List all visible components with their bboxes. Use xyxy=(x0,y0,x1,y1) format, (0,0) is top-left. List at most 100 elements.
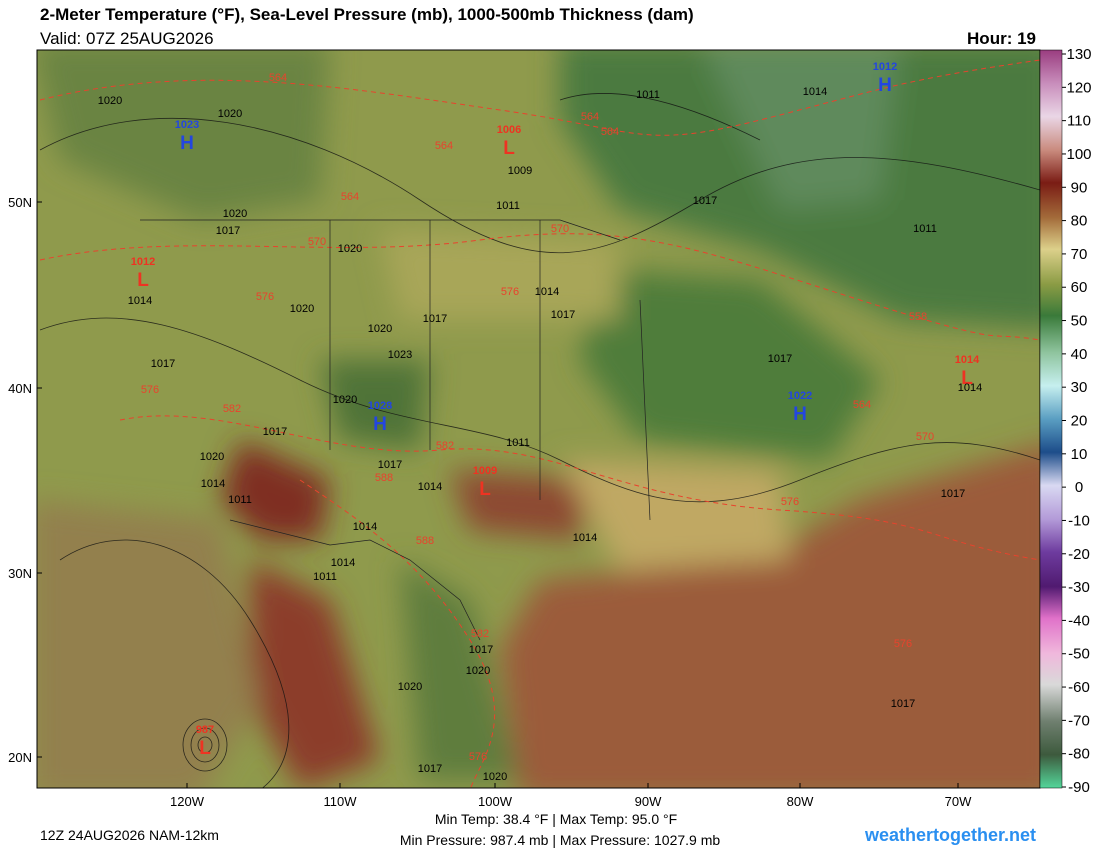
pressure-center-value: 1012 xyxy=(873,61,897,73)
thickness-label: 558 xyxy=(909,311,927,323)
pressure-center-value: 1009 xyxy=(473,465,497,477)
colorbar-label: 30 xyxy=(1071,379,1088,396)
isobar-label: 1020 xyxy=(398,681,422,693)
colorbar-label: -70 xyxy=(1068,712,1090,729)
isobar-label: 1011 xyxy=(228,494,252,506)
isobar-label: 1017 xyxy=(423,313,447,325)
colorbar-label: 130 xyxy=(1066,46,1091,63)
thickness-label: 576 xyxy=(141,384,159,396)
latitude-label: 20N xyxy=(8,750,32,765)
isobar-label: 1011 xyxy=(913,223,937,235)
colorbar-label: 70 xyxy=(1071,246,1088,263)
colorbar-label: 110 xyxy=(1067,113,1091,130)
pressure-center-letter: L xyxy=(479,479,491,500)
pressure-center-letter: L xyxy=(199,738,211,759)
valid-time: Valid: 07Z 25AUG2026 xyxy=(40,29,214,48)
thickness-label: 564 xyxy=(853,399,871,411)
pressure-center-letter: H xyxy=(793,404,807,425)
isobar-label: 1017 xyxy=(768,353,792,365)
pressure-center-value: 1022 xyxy=(788,390,812,402)
latitude-label: 40N xyxy=(8,381,32,396)
colorbar-label: 100 xyxy=(1066,146,1091,163)
colorbar-label: 120 xyxy=(1066,79,1091,96)
latitude-label: 50N xyxy=(8,195,32,210)
borders xyxy=(140,219,651,641)
isobar-label: 1009 xyxy=(508,165,532,177)
thickness-label: 582 xyxy=(223,403,241,415)
isobar-label: 1017 xyxy=(151,358,175,370)
thickness-label: 564 xyxy=(269,72,287,84)
map-title: 2-Meter Temperature (°F), Sea-Level Pres… xyxy=(40,5,694,24)
colorbar-label: 80 xyxy=(1071,213,1088,230)
isobar-label: 1014 xyxy=(331,557,355,569)
thickness-label: 588 xyxy=(375,472,393,484)
colorbar-label: 90 xyxy=(1071,179,1088,196)
isobar-label: 1017 xyxy=(216,225,240,237)
colorbar-label: -50 xyxy=(1068,646,1090,663)
isobar-label: 1017 xyxy=(418,763,442,775)
pressure-center-letter: H xyxy=(878,75,892,96)
colorbar-label: 40 xyxy=(1071,346,1088,363)
isobar-label: 1017 xyxy=(469,644,493,656)
model-run: 12Z 24AUG2026 NAM-12km xyxy=(40,827,219,843)
pressure-center-value: 1023 xyxy=(175,119,199,131)
thickness-label: 564 xyxy=(435,140,453,152)
isobar-label: 1020 xyxy=(338,243,362,255)
latitude-label: 30N xyxy=(8,566,32,581)
isobar-label: 1020 xyxy=(333,394,357,406)
colorbar-label: -10 xyxy=(1068,512,1090,529)
colorbar-label: 10 xyxy=(1071,446,1088,463)
isobar-label: 1011 xyxy=(313,571,337,583)
pressure-center-letter: H xyxy=(373,414,387,435)
colorbar-label: 60 xyxy=(1071,279,1088,296)
isobar-label: 1020 xyxy=(218,108,242,120)
thickness-label: 582 xyxy=(471,628,489,640)
isobar-label: 1014 xyxy=(201,478,225,490)
pressure-center-value: 987 xyxy=(196,724,214,736)
temp-range: Min Temp: 38.4 °F | Max Temp: 95.0 °F xyxy=(435,811,677,827)
isobar-label: 1017 xyxy=(693,195,717,207)
pressure-center-letter: L xyxy=(503,138,515,159)
isobar-label: 1017 xyxy=(941,488,965,500)
isobar-label: 1011 xyxy=(636,89,660,101)
pressure-center-letter: L xyxy=(137,270,149,291)
isobar-label: 1020 xyxy=(98,95,122,107)
thickness-label: 570 xyxy=(916,431,934,443)
isobar-label: 1020 xyxy=(483,771,507,783)
thickness-label: 576 xyxy=(256,291,274,303)
colorbar-label: -90 xyxy=(1068,779,1090,796)
thickness-label: 564 xyxy=(581,111,599,123)
isobars xyxy=(39,93,1040,788)
pressure-center-value: 1028 xyxy=(368,400,392,412)
isobar-label: 1023 xyxy=(388,349,412,361)
isobar-label: 1014 xyxy=(418,481,442,493)
isobar-label: 1017 xyxy=(891,698,915,710)
thickness-label: 570 xyxy=(551,223,569,235)
longitude-label: 100W xyxy=(478,794,513,809)
site-credit: weathertogether.net xyxy=(864,825,1036,845)
isobar-label: 1017 xyxy=(263,426,287,438)
thickness-contours xyxy=(39,59,1040,788)
longitude-label: 120W xyxy=(170,794,205,809)
thickness-label: 570 xyxy=(308,236,326,248)
isobar-label: 1020 xyxy=(368,323,392,335)
isobar-label: 1014 xyxy=(958,382,982,394)
thickness-label: 564 xyxy=(601,126,619,138)
colorbar-label: 20 xyxy=(1071,413,1088,430)
isobar-label: 1014 xyxy=(535,286,559,298)
isobar-label: 1011 xyxy=(496,200,520,212)
thickness-label: 576 xyxy=(781,496,799,508)
colorbar-label: -60 xyxy=(1068,679,1090,696)
pressure-range: Min Pressure: 987.4 mb | Max Pressure: 1… xyxy=(400,832,721,848)
isobar-label: 1020 xyxy=(200,451,224,463)
isobar-label: 1020 xyxy=(223,208,247,220)
isobar-label: 1011 xyxy=(506,437,530,449)
thickness-label: 576 xyxy=(501,286,519,298)
thickness-label: 576 xyxy=(894,638,912,650)
isobar-label: 1014 xyxy=(573,532,597,544)
pressure-center-letter: H xyxy=(180,133,194,154)
isobar-label: 1014 xyxy=(803,86,827,98)
pressure-center-value: 1012 xyxy=(131,256,155,268)
isobar-label: 1020 xyxy=(466,665,490,677)
